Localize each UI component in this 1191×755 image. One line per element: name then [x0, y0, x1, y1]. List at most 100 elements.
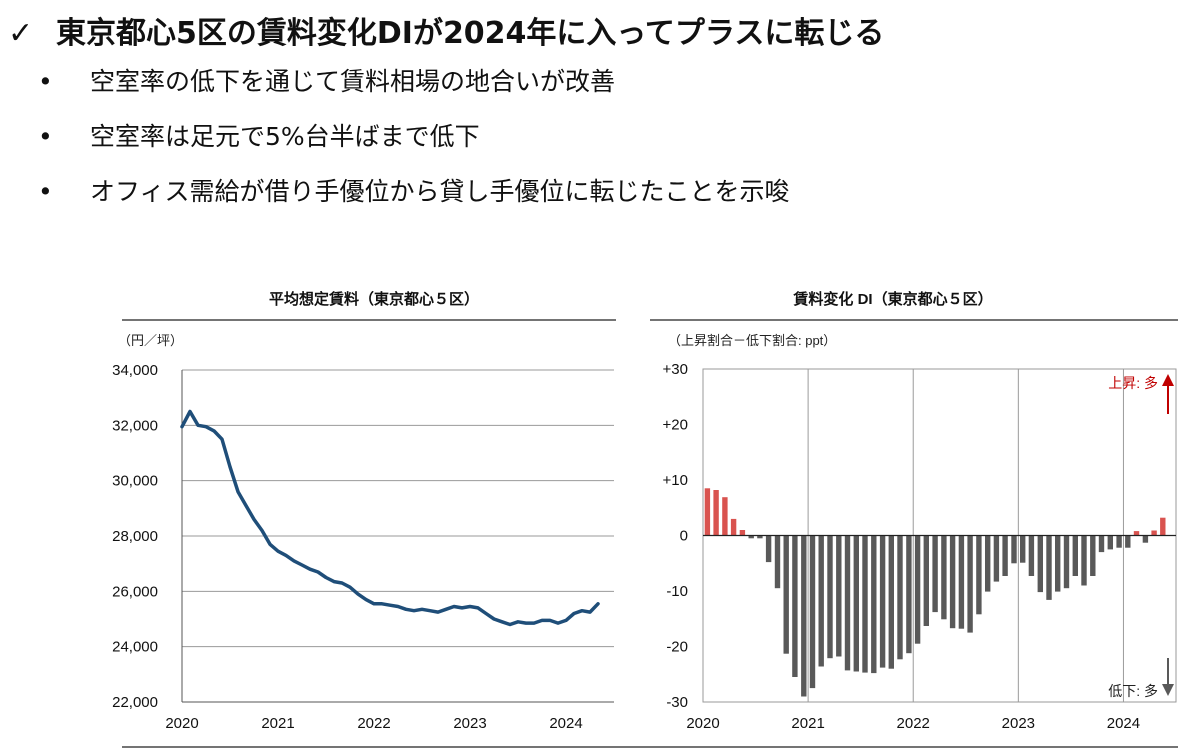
left-y-tick-label: 32,000	[112, 417, 158, 434]
headline-text: 東京都心5区の賃料変化DIが2024年に入ってプラスに転じる	[56, 16, 885, 51]
rent-series-line	[180, 409, 600, 627]
left-y-tick-label: 26,000	[112, 583, 158, 600]
di-bar	[1037, 535, 1043, 593]
di-bar	[774, 535, 781, 589]
left-chart-title: 平均想定賃料（東京都心５区）	[269, 290, 479, 308]
di-bar	[1081, 535, 1087, 586]
bullet-item: • 空室率は足元で5%台半ばまで低下	[38, 117, 480, 153]
right-x-tick-label: 2023	[1002, 715, 1035, 732]
di-bar	[958, 535, 965, 629]
left-x-tick-label: 2021	[261, 715, 294, 732]
right-chart-unit-label: （上昇割合－低下割合: ppt）	[668, 333, 836, 348]
di-bar	[862, 535, 868, 673]
bullet-dot: •	[38, 177, 53, 206]
di-bar	[853, 535, 859, 672]
headline: ✓ 東京都心5区の賃料変化DIが2024年に入ってプラスに転じる	[8, 8, 884, 52]
di-bar	[783, 535, 789, 654]
left-x-tick-label: 2020	[165, 715, 198, 732]
left-x-tick-label: 2023	[453, 715, 486, 732]
di-bar	[1011, 535, 1017, 564]
di-bar	[1028, 535, 1035, 576]
left-x-tick-label: 2022	[357, 715, 390, 732]
right-y-tick-label: +10	[663, 472, 688, 489]
bullet-dot: •	[38, 67, 53, 96]
di-bar	[985, 535, 991, 592]
right-x-tick-label: 2024	[1107, 715, 1140, 732]
right-x-tick-label: 2022	[897, 715, 930, 732]
left-chart-unit-label: （円／坪）	[118, 333, 183, 348]
right-y-tick-label: -20	[666, 639, 688, 656]
di-bar	[897, 535, 903, 660]
down-annotation-label: 低下: 多	[1108, 683, 1158, 699]
di-bar	[765, 535, 772, 563]
di-bar	[888, 535, 894, 669]
di-bar	[1055, 535, 1061, 592]
left-chart-x-axis: 2020 2021 2022 2023 2024	[165, 715, 582, 732]
right-y-tick-label: +30	[663, 361, 688, 378]
left-chart-series	[180, 409, 600, 627]
right-chart-bars	[703, 488, 1176, 697]
di-bar	[1020, 535, 1026, 563]
di-bar	[976, 535, 982, 615]
di-bar	[1116, 535, 1122, 548]
di-bar	[906, 535, 912, 654]
right-y-tick-label: -10	[666, 583, 688, 600]
up-annotation-label: 上昇: 多	[1108, 375, 1158, 391]
di-bar	[1160, 517, 1166, 536]
di-bar	[967, 535, 973, 633]
di-bar	[993, 535, 1000, 582]
bullet-text: 空室率の低下を通じて賃料相場の地合いが改善	[90, 67, 616, 96]
di-bar	[932, 535, 938, 613]
di-bar	[801, 535, 807, 697]
up-arrowhead-icon	[1162, 374, 1174, 386]
di-bar	[844, 535, 851, 671]
left-y-tick-label: 24,000	[112, 639, 158, 656]
di-bar	[1046, 535, 1052, 600]
rent-line-chart: 平均想定賃料（東京都心５区） （円／坪） 22,00024,00026,0002…	[112, 290, 614, 732]
right-chart-y-axis: -30 -20 -10 0 +10 +20 +30	[663, 361, 688, 711]
di-bar	[1098, 535, 1105, 553]
di-bar	[1125, 535, 1131, 548]
bullet-text: オフィス需給が借り手優位から貸し手優位に転じたことを示唆	[90, 177, 790, 206]
di-bar	[722, 497, 728, 536]
di-bar-chart: 賃料変化 DI（東京都心５区） （上昇割合－低下割合: ppt） -30-20-…	[663, 290, 1177, 732]
di-bar	[836, 535, 842, 657]
di-bar	[871, 535, 877, 674]
di-bar	[827, 535, 833, 659]
bullet-dot: •	[38, 122, 53, 151]
di-bar	[1151, 530, 1157, 536]
check-icon: ✓	[8, 16, 34, 51]
di-bar	[792, 535, 798, 677]
di-bar	[1072, 535, 1078, 576]
left-y-tick-label: 28,000	[112, 528, 158, 545]
di-bar	[1142, 535, 1149, 543]
di-bar	[914, 535, 921, 644]
di-bar	[1133, 531, 1140, 536]
right-y-tick-label: +20	[663, 417, 688, 434]
di-bar	[949, 535, 956, 629]
left-y-tick-label: 34,000	[112, 362, 158, 379]
di-bar	[818, 535, 824, 667]
di-bar	[704, 488, 711, 536]
right-chart-annotations: 上昇: 多低下: 多	[1108, 374, 1174, 699]
right-x-tick-label: 2020	[686, 715, 719, 732]
di-bar	[730, 518, 737, 536]
di-bar	[1107, 535, 1113, 550]
di-bar	[923, 535, 929, 626]
left-y-tick-label: 30,000	[112, 473, 158, 490]
right-y-tick-label: 0	[680, 528, 688, 545]
left-x-tick-label: 2024	[549, 715, 582, 732]
left-chart-y-axis: 22,000 24,000 26,000 28,000 30,000 32,000 34,0…	[112, 362, 158, 711]
right-x-tick-label: 2021	[791, 715, 824, 732]
di-bar	[757, 535, 763, 539]
di-bar	[1002, 535, 1008, 576]
bullet-item: • 空室率の低下を通じて賃料相場の地合いが改善	[38, 62, 615, 98]
di-bar	[713, 490, 719, 536]
down-arrowhead-icon	[1162, 684, 1174, 696]
di-bar	[1063, 535, 1070, 589]
left-y-tick-label: 22,000	[112, 694, 158, 711]
right-y-tick-label: -30	[666, 694, 688, 711]
di-bar	[748, 535, 754, 539]
di-bar	[739, 530, 746, 536]
bullet-item: • オフィス需給が借り手優位から貸し手優位に転じたことを示唆	[38, 172, 790, 208]
